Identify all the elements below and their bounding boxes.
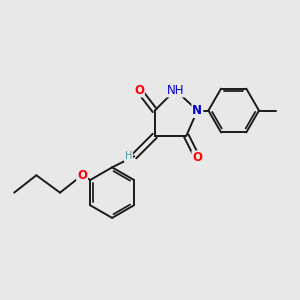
Text: N: N [192, 104, 203, 117]
Text: O: O [192, 152, 203, 164]
Text: NH: NH [167, 83, 184, 97]
Text: O: O [77, 169, 87, 182]
Text: O: O [134, 83, 144, 97]
Text: H: H [125, 151, 132, 161]
